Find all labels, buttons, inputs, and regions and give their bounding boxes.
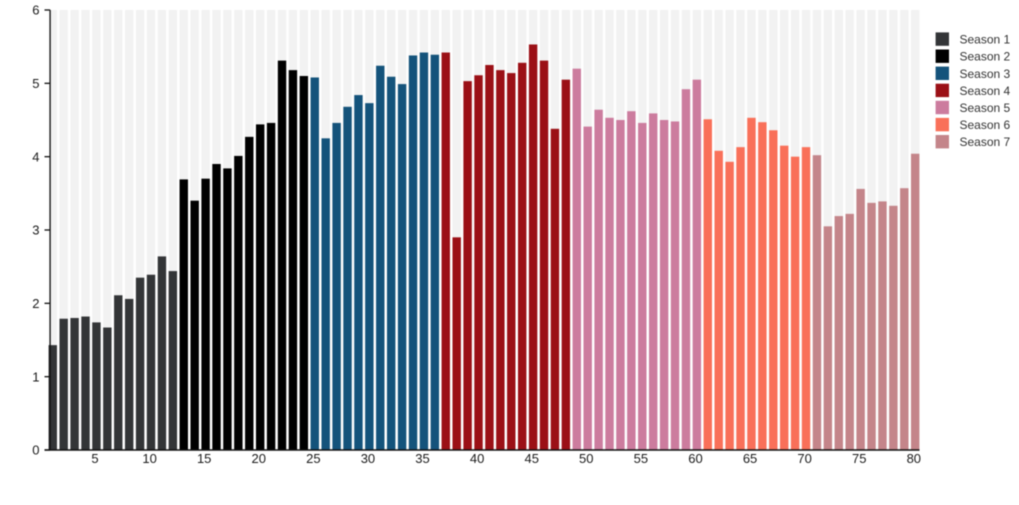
svg-text:2: 2: [32, 296, 39, 311]
svg-text:Season 4: Season 4: [960, 84, 1011, 98]
svg-text:30: 30: [361, 451, 375, 466]
svg-text:50: 50: [579, 451, 593, 466]
svg-text:75: 75: [852, 451, 866, 466]
svg-text:20: 20: [252, 451, 266, 466]
svg-text:45: 45: [524, 451, 538, 466]
svg-text:1: 1: [32, 369, 39, 384]
svg-text:55: 55: [634, 451, 648, 466]
svg-text:40: 40: [470, 451, 484, 466]
svg-text:Season 5: Season 5: [960, 101, 1011, 115]
svg-text:3: 3: [32, 223, 39, 238]
svg-text:6: 6: [32, 3, 39, 18]
svg-text:0: 0: [32, 443, 39, 458]
svg-text:Season 7: Season 7: [960, 135, 1011, 149]
svg-text:25: 25: [306, 451, 320, 466]
svg-text:Season 2: Season 2: [960, 50, 1011, 64]
svg-text:15: 15: [197, 451, 211, 466]
svg-text:Season 6: Season 6: [960, 118, 1011, 132]
svg-text:5: 5: [91, 451, 98, 466]
svg-text:4: 4: [32, 149, 39, 164]
svg-text:5: 5: [32, 76, 39, 91]
svg-text:60: 60: [688, 451, 702, 466]
svg-text:80: 80: [907, 451, 921, 466]
svg-text:65: 65: [743, 451, 757, 466]
svg-text:70: 70: [797, 451, 811, 466]
svg-text:Season 1: Season 1: [960, 33, 1011, 47]
svg-text:10: 10: [142, 451, 156, 466]
svg-text:Season 3: Season 3: [960, 67, 1011, 81]
svg-text:35: 35: [415, 451, 429, 466]
